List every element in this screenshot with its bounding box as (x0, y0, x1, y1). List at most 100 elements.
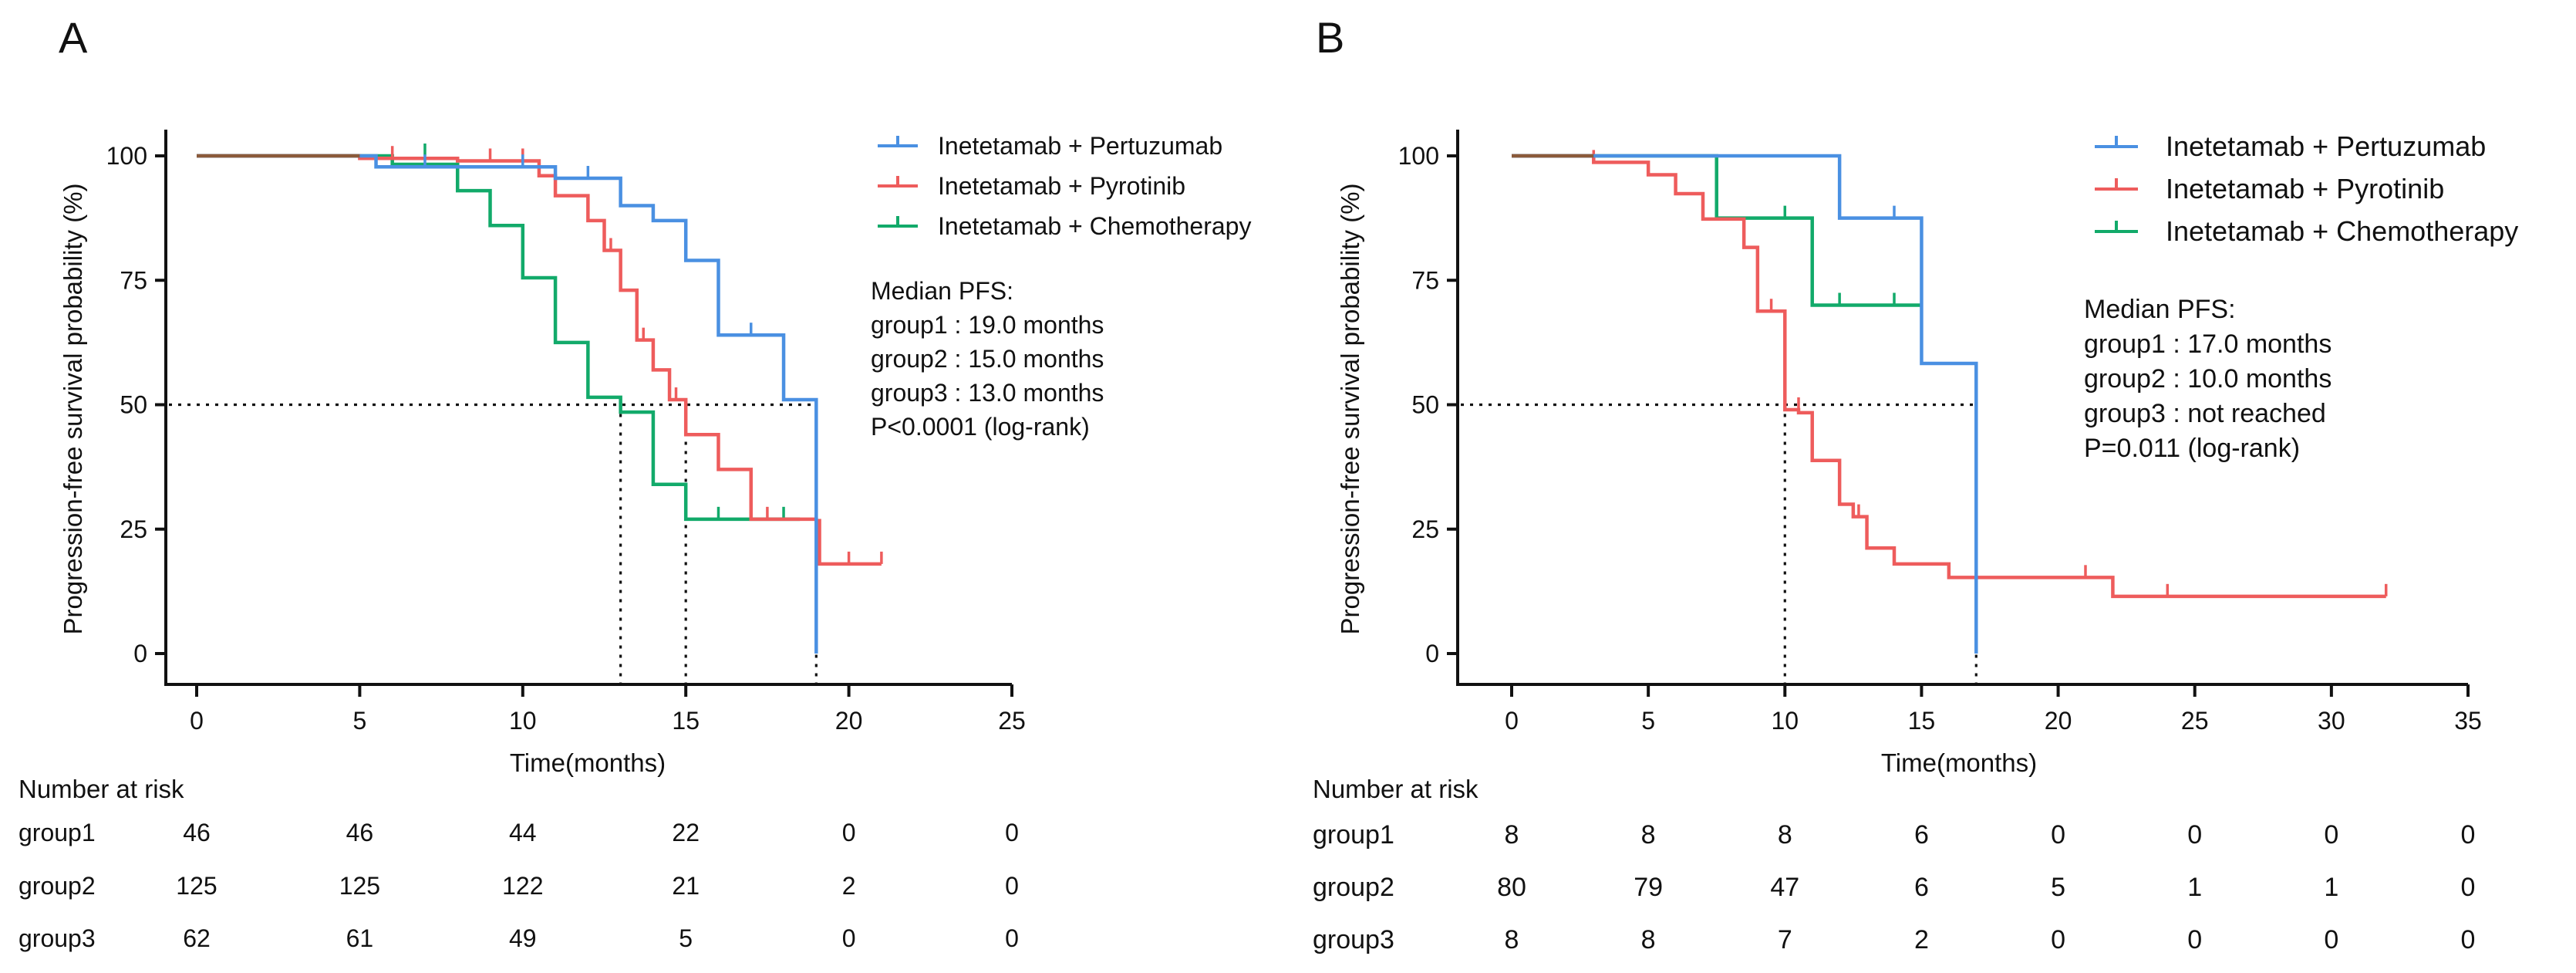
panel-a-letter: A (59, 13, 88, 62)
survival-curve-group1 (197, 154, 818, 654)
legend-label-chemotherapy: Inetetamab + Chemotherapy (938, 212, 1251, 240)
risk-value-group2-t10: 122 (502, 872, 543, 900)
legend-entry-pertuzumab: Inetetamab + Pertuzumab (878, 132, 1222, 160)
legend-label-chemotherapy: Inetetamab + Chemotherapy (2166, 215, 2518, 247)
risk-value-group2-t20: 2 (842, 872, 856, 900)
panel-a-legend: Inetetamab + Pertuzumab Inetetamab + Pyr… (878, 132, 1251, 240)
risk-value-group3-t10: 49 (509, 924, 537, 952)
risk-value-group1-t10: 44 (509, 819, 537, 846)
x-tick-label-25: 25 (2181, 707, 2209, 735)
y-tick-label-75: 75 (120, 266, 147, 294)
risk-value-group3-t0: 8 (1505, 925, 1519, 954)
panel-b-reference-lines (1461, 403, 1978, 683)
survival-curve-group2 (1512, 154, 2386, 599)
risk-value-group2-t25: 1 (2187, 873, 2202, 902)
legend-label-pertuzumab: Inetetamab + Pertuzumab (2166, 130, 2486, 162)
panel-b-y-axis-title: Progression-free survival probability (%… (1336, 183, 1364, 634)
x-tick-label-15: 15 (672, 707, 700, 735)
panel-a-risk-values: 46 46 44 22 0 0 125 125 122 21 2 0 62 61 49 5 0 0 (176, 819, 1019, 952)
y-tick-label-100: 100 (106, 142, 147, 170)
annotation-line-1: Median PFS: (871, 277, 1013, 305)
risk-value-group3-t5: 8 (1641, 925, 1656, 954)
risk-table-title: Number at risk (1313, 775, 1479, 803)
x-tick-label-35: 35 (2454, 707, 2482, 735)
x-tick-label-20: 20 (2045, 707, 2072, 735)
risk-value-group2-t5: 79 (1634, 873, 1663, 902)
annotation-line-3: group2 : 15.0 months (871, 345, 1104, 373)
panel-a-y-ticks: 0 25 50 75 100 (106, 142, 166, 667)
survival-curve-group3 (197, 154, 801, 522)
panel-a-risk-table: Number at risk group1 group2 group3 46 46… (19, 775, 1019, 952)
risk-value-group3-t30: 0 (2324, 925, 2338, 954)
risk-value-group2-t5: 125 (339, 872, 380, 900)
panel-b-survival-curves (1512, 150, 2388, 654)
annotation-line-1: Median PFS: (2084, 295, 2236, 324)
risk-value-group3-t0: 62 (183, 924, 211, 952)
risk-value-group3-t20: 0 (2051, 925, 2065, 954)
risk-value-group1-t15: 22 (672, 819, 700, 846)
survival-curve-group2 (197, 154, 882, 566)
panel-b-legend: Inetetamab + Pertuzumab Inetetamab + Pyr… (2095, 130, 2518, 247)
risk-value-group1-t15: 6 (1914, 820, 1929, 850)
annotation-line-4: group3 : 13.0 months (871, 379, 1104, 407)
x-tick-label-25: 25 (998, 707, 1026, 735)
legend-entry-chemotherapy: Inetetamab + Chemotherapy (878, 212, 1251, 240)
legend-label-pyrotinib: Inetetamab + Pyrotinib (938, 172, 1185, 200)
x-tick-label-0: 0 (190, 707, 204, 735)
risk-value-group3-t35: 0 (2461, 925, 2476, 954)
legend-entry-pyrotinib: Inetetamab + Pyrotinib (2095, 173, 2444, 204)
risk-row-label-group3: group3 (1313, 925, 1394, 954)
risk-value-group3-t15: 2 (1914, 925, 1929, 954)
risk-value-group1-t5: 46 (346, 819, 374, 846)
risk-value-group2-t0: 125 (176, 872, 217, 900)
annotation-line-5: P<0.0001 (log-rank) (871, 413, 1090, 441)
y-tick-label-0: 0 (133, 640, 147, 667)
panel-a-survival-curves (197, 144, 883, 654)
y-tick-label-100: 100 (1398, 142, 1439, 170)
x-tick-label-5: 5 (353, 707, 367, 735)
risk-row-label-group3: group3 (19, 924, 96, 952)
risk-value-group1-t5: 8 (1641, 820, 1656, 850)
legend-entry-pyrotinib: Inetetamab + Pyrotinib (878, 172, 1185, 200)
risk-value-group2-t15: 6 (1914, 873, 1929, 902)
panel-b-x-axis-title: Time(months) (1881, 748, 2037, 777)
annotation-line-5: P=0.011 (log-rank) (2084, 434, 2300, 463)
risk-row-label-group2: group2 (1313, 873, 1394, 902)
panel-b-risk-table: Number at risk group1 group2 group3 8 8 8 6… (1313, 775, 2475, 954)
risk-value-group1-t10: 8 (1778, 820, 1792, 850)
risk-row-label-group1: group1 (19, 819, 96, 846)
panel-a-y-axis-title: Progression-free survival probability (%… (59, 183, 87, 634)
y-tick-label-75: 75 (1411, 266, 1439, 294)
x-tick-label-5: 5 (1641, 707, 1655, 735)
x-tick-label-30: 30 (2318, 707, 2345, 735)
risk-value-group3-t10: 7 (1778, 925, 1792, 954)
panel-a-x-axis-title: Time(months) (510, 748, 666, 777)
legend-label-pertuzumab: Inetetamab + Pertuzumab (938, 132, 1222, 160)
y-tick-label-50: 50 (120, 391, 147, 419)
x-tick-label-0: 0 (1505, 707, 1519, 735)
risk-value-group1-t25: 0 (2187, 820, 2202, 850)
x-tick-label-10: 10 (1771, 707, 1799, 735)
risk-value-group2-t25: 0 (1005, 872, 1019, 900)
survival-curve-group1 (1512, 154, 1978, 654)
risk-value-group2-t20: 5 (2051, 873, 2065, 902)
panel-a-x-ticks: 0 5 10 15 20 25 (190, 684, 1026, 735)
risk-value-group2-t0: 80 (1497, 873, 1526, 902)
risk-value-group1-t0: 46 (183, 819, 211, 846)
y-tick-label-0: 0 (1425, 640, 1439, 667)
x-tick-label-15: 15 (1908, 707, 1936, 735)
risk-value-group3-t25: 0 (1005, 924, 1019, 952)
annotation-line-2: group1 : 19.0 months (871, 311, 1104, 339)
risk-row-label-group2: group2 (19, 872, 96, 900)
panel-b-median-pfs-annotation: Median PFS: group1 : 17.0 months group2 … (2084, 295, 2332, 463)
x-tick-label-20: 20 (835, 707, 863, 735)
annotation-line-2: group1 : 17.0 months (2084, 329, 2332, 359)
annotation-line-3: group2 : 10.0 months (2084, 364, 2332, 394)
risk-value-group1-t20: 0 (2051, 820, 2065, 850)
risk-value-group3-t20: 0 (842, 924, 856, 952)
risk-value-group1-t30: 0 (2324, 820, 2338, 850)
risk-value-group3-t5: 61 (346, 924, 374, 952)
